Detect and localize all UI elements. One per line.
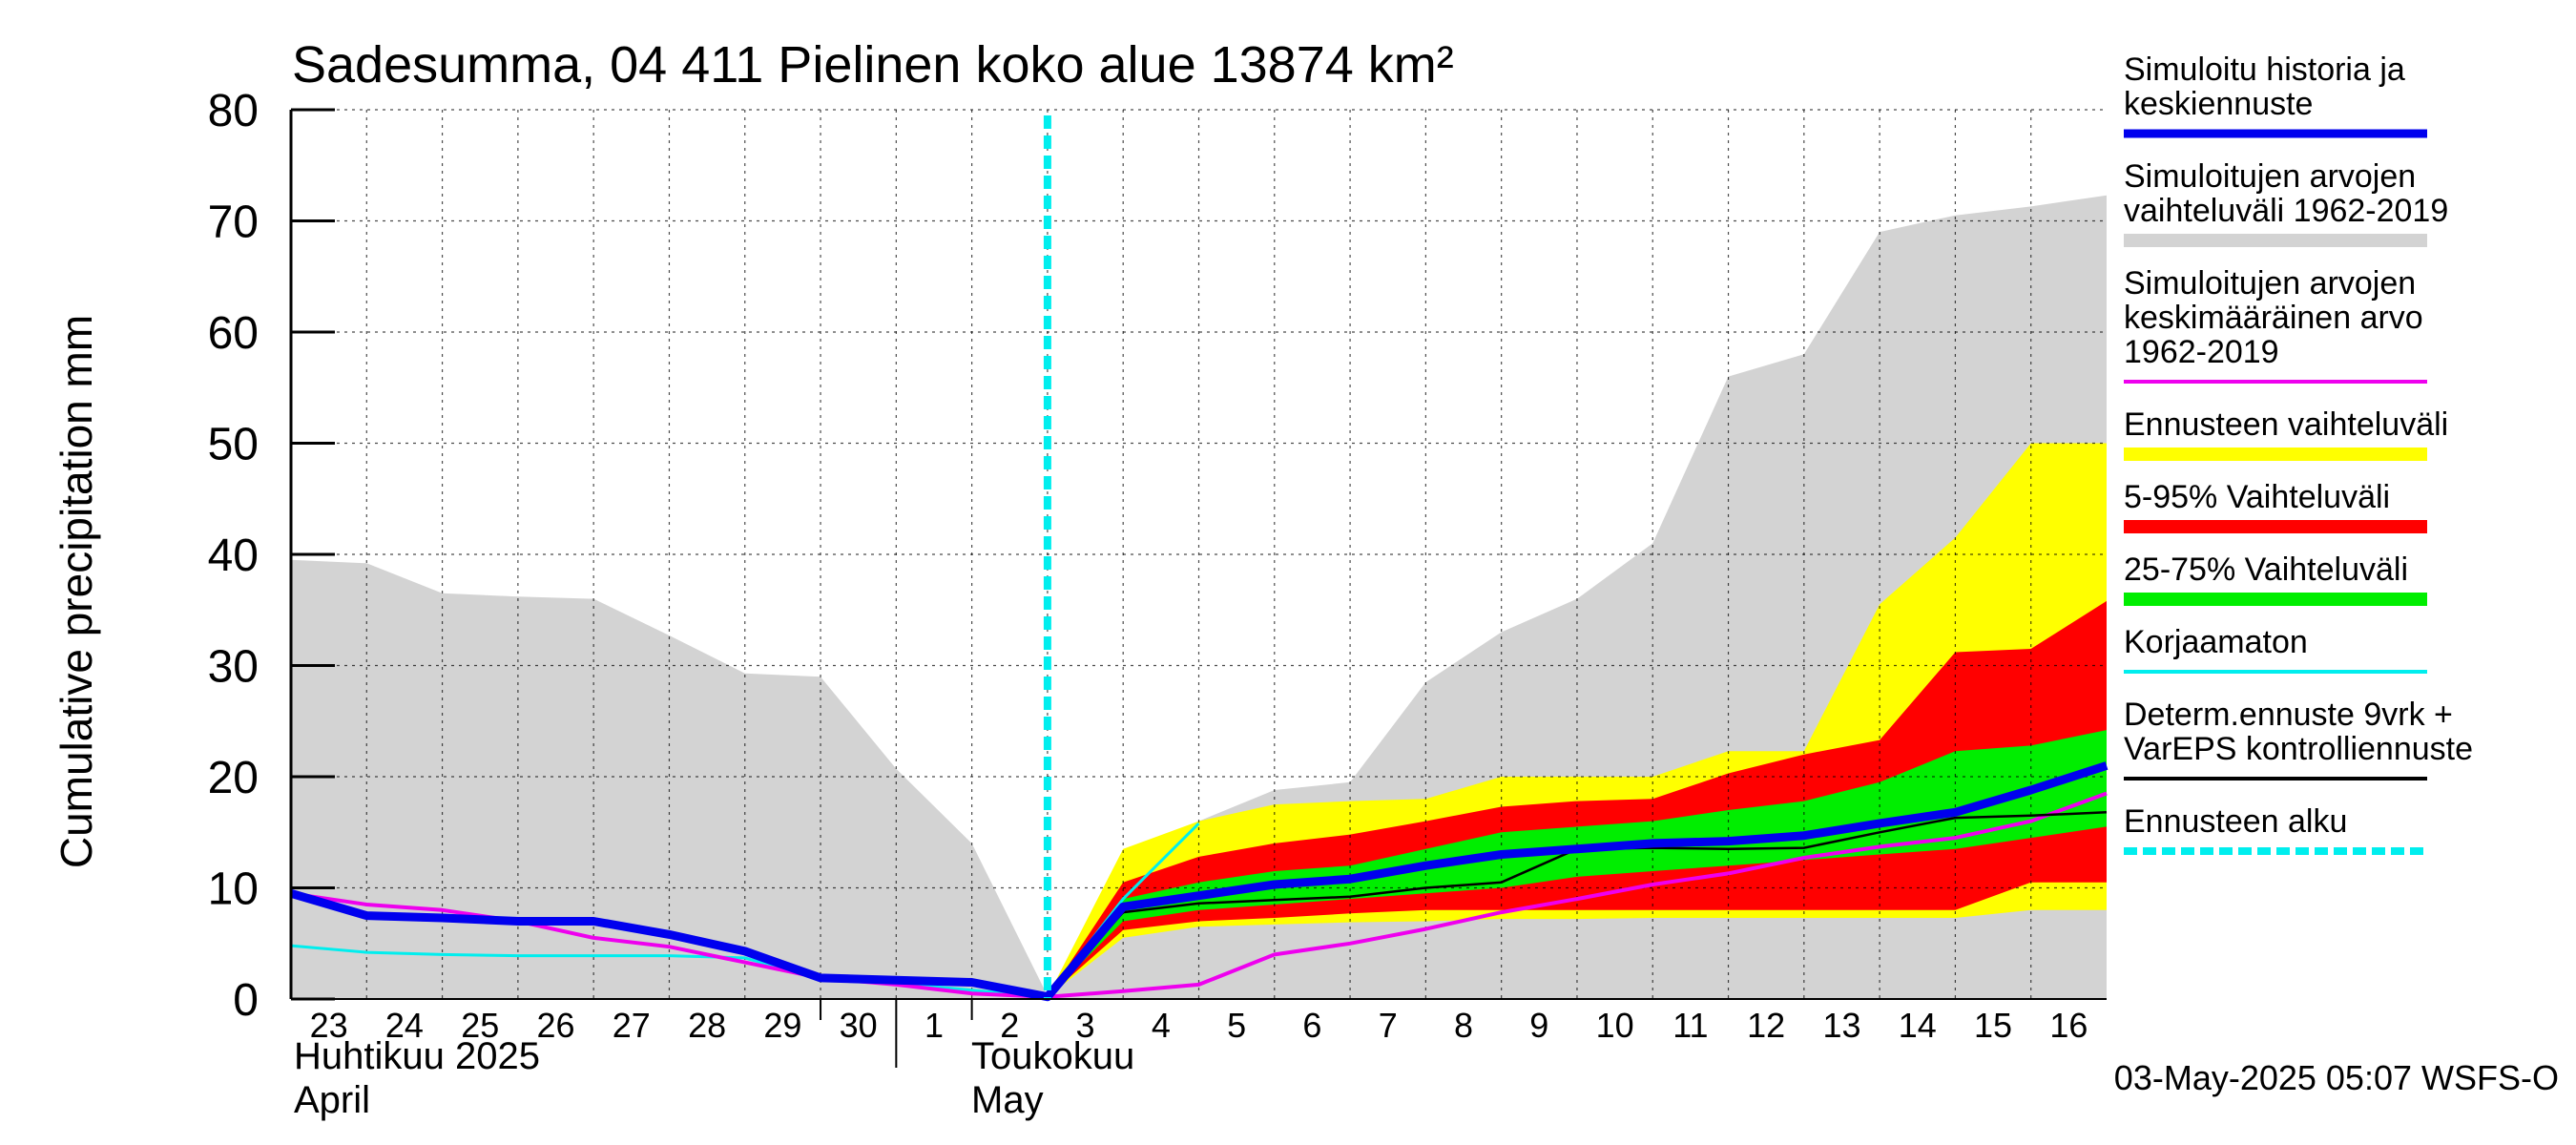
x-tick-label: 30 [840, 1006, 878, 1045]
month-label-may-1: Toukokuu [971, 1035, 1134, 1077]
legend-label: 1962-2019 [2124, 334, 2279, 370]
x-tick-label: 29 [763, 1006, 801, 1045]
legend-label: Simuloitujen arvojen [2124, 265, 2416, 302]
x-tick-label: 16 [2049, 1006, 2088, 1045]
x-tick-label: 14 [1899, 1006, 1937, 1045]
series-line-mean [290, 791, 2108, 999]
x-tick-label: 28 [688, 1006, 726, 1045]
y-tick-label: 70 [208, 198, 259, 248]
month-label-april-1: Huhtikuu 2025 [294, 1035, 540, 1077]
x-tick-label: 4 [1152, 1006, 1171, 1045]
y-tick-label: 50 [208, 420, 259, 470]
legend-label: Simuloitujen arvojen [2124, 158, 2416, 195]
timestamp: 03-May-2025 05:07 WSFS-O [2114, 1058, 2559, 1097]
x-tick-label: 2 [1000, 1006, 1019, 1045]
legend-label: Ennusteen alku [2124, 803, 2347, 840]
chart-title: Sadesumma, 04 411 Pielinen koko alue 138… [292, 36, 1454, 94]
x-tick-label: 3 [1076, 1006, 1095, 1045]
x-tick-label: 25 [461, 1006, 499, 1045]
band-25-75 [1047, 730, 2107, 997]
legend-label: Simuloitu historia ja [2124, 52, 2405, 88]
legend-label: 5-95% Vaihteluväli [2124, 479, 2390, 515]
y-axis-label: Cumulative precipitation mm [52, 315, 101, 868]
month-label-april-2: April [294, 1079, 370, 1121]
legend-label: Ennusteen vaihteluväli [2124, 406, 2448, 443]
y-tick-label: 60 [208, 308, 259, 359]
lines-layer [289, 115, 2109, 1002]
legend-label: VarEPS kontrolliennuste [2124, 731, 2473, 767]
legend-label: keskimääräinen arvo [2124, 300, 2423, 336]
x-tick-label: 12 [1747, 1006, 1785, 1045]
x-tick-label: 1 [924, 1006, 944, 1045]
legend-label: Determ.ennuste 9vrk + [2124, 697, 2453, 733]
x-tick-label: 7 [1379, 1006, 1398, 1045]
x-tick-label: 15 [1974, 1006, 2012, 1045]
x-tick-label: 24 [385, 1006, 424, 1045]
x-tick-label: 27 [613, 1006, 651, 1045]
x-tick-label: 23 [310, 1006, 348, 1045]
y-tick-label: 0 [233, 975, 259, 1026]
y-tick-label: 80 [208, 86, 259, 136]
series-line-simulated [289, 761, 2109, 1002]
y-tick-label: 20 [208, 753, 259, 803]
y-tick-label: 10 [208, 864, 259, 915]
legend-label: keskiennuste [2124, 86, 2313, 122]
x-tick-label: 10 [1596, 1006, 1634, 1045]
legend-label: 25-75% Vaihteluväli [2124, 552, 2408, 588]
y-tick-label: 40 [208, 531, 259, 581]
x-tick-label: 8 [1454, 1006, 1473, 1045]
x-tick-label: 5 [1227, 1006, 1246, 1045]
x-tick-label: 26 [536, 1006, 574, 1045]
legend-label: Korjaamaton [2124, 624, 2308, 660]
grid-layer [291, 109, 2107, 999]
month-label-may-2: May [971, 1079, 1044, 1121]
legend-label: vaihteluväli 1962-2019 [2124, 193, 2448, 229]
x-tick-label: 11 [1672, 1006, 1708, 1045]
x-tick-label: 6 [1302, 1006, 1321, 1045]
x-tick-label: 13 [1822, 1006, 1860, 1045]
x-tick-label: 9 [1529, 1006, 1548, 1045]
y-tick-label: 30 [208, 642, 259, 693]
